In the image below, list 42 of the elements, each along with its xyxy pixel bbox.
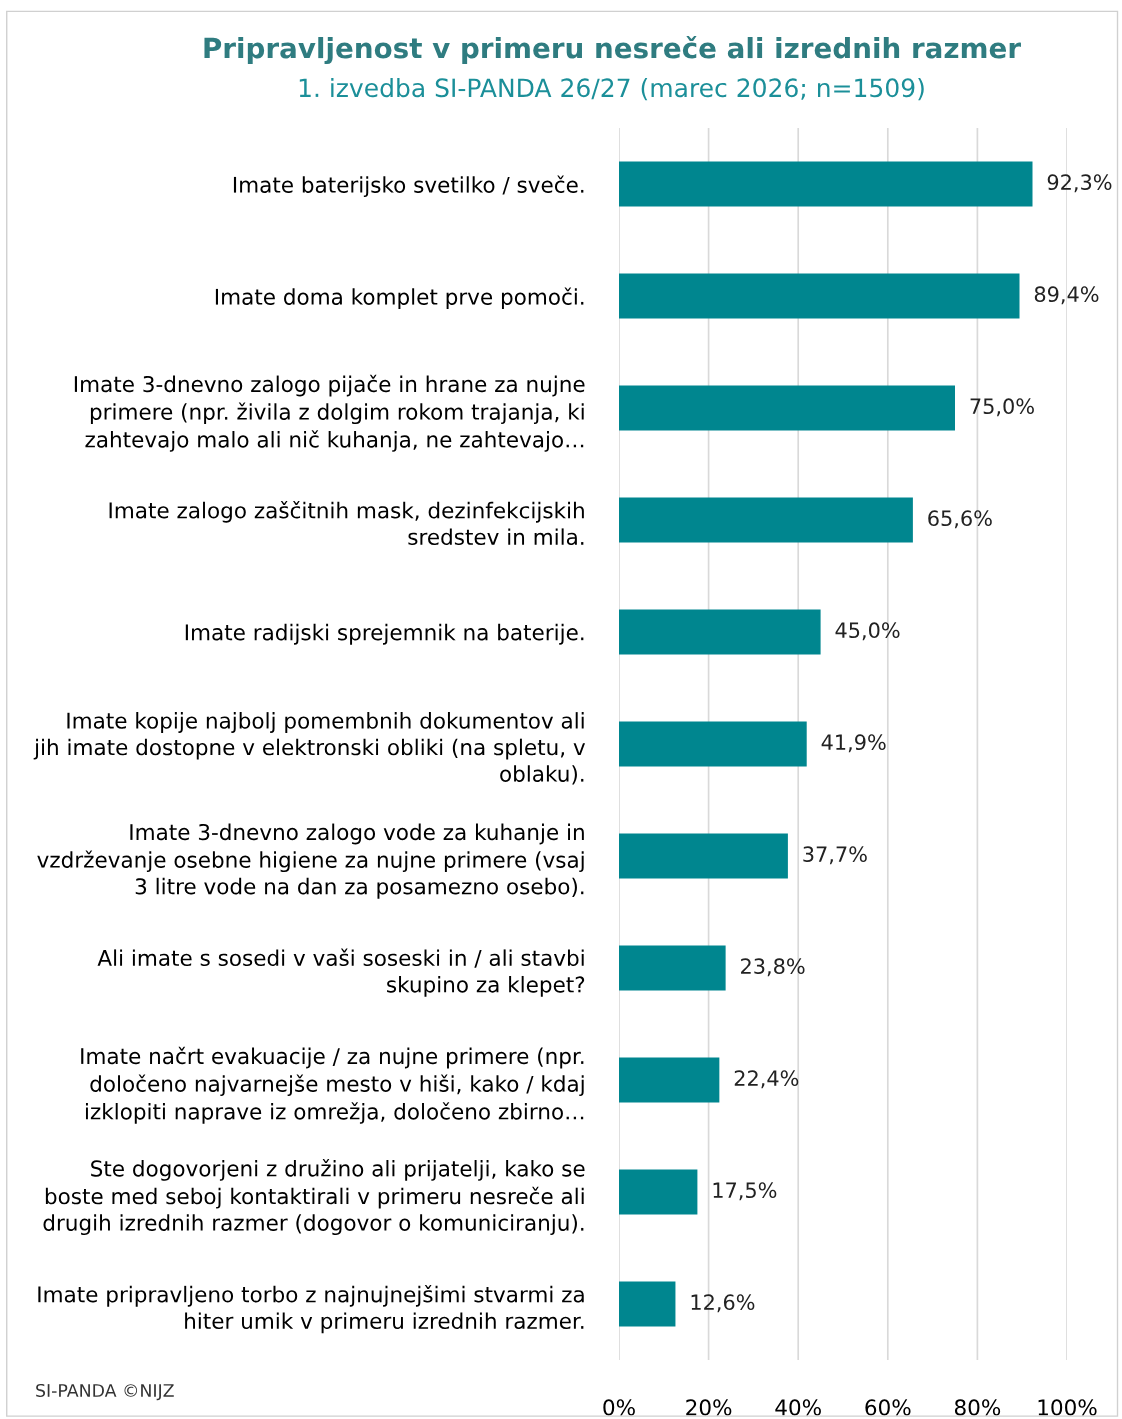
data-label: 65,6%: [928, 510, 992, 529]
bar: [619, 161, 1033, 207]
data-label: 92,3%: [1047, 174, 1112, 193]
bar: [619, 833, 788, 879]
bar: [619, 497, 913, 543]
y-tick-label: Ali imate s sosedi v vaši soseski in / ali stavbi skupino za klepet?: [97, 948, 585, 997]
y-tick-label: Imate zalogo zaščitnih mask, dezinfekcijskih sredstev in mila.: [109, 500, 584, 546]
data-label: 22,4%: [734, 1070, 799, 1089]
bar: [619, 1169, 698, 1215]
y-tick-label: Imate doma komplet prve pomoči.: [215, 287, 584, 310]
data-label: 45,0%: [835, 622, 900, 641]
data-label: 37,7%: [803, 846, 867, 865]
data-label: 89,4%: [1034, 286, 1099, 305]
y-tick-label: Imate načrt evakuacije / za nujne primere (npr. določeno najvarnejše mesto v hiši, kako / kdaj izklopiti naprave iz omrežja, določeno zbirno…: [81, 1046, 584, 1124]
text: SI-PANDA ©NIJZ: [36, 1383, 174, 1401]
y-tick-label: Imate 3-dnevno zalogo vode za kuhanje in vzdrževanje osebne higiene za nujne primere (vsaj 3 litre vode na dan za posamezno osebo).: [37, 823, 584, 899]
data-label: 41,9%: [821, 734, 886, 753]
bar: [619, 1281, 676, 1327]
data-label: 75,0%: [970, 398, 1034, 417]
data-label: 12,6%: [691, 1294, 755, 1313]
bar: [619, 385, 955, 431]
data-label: 23,8%: [741, 958, 805, 977]
bar: [619, 1057, 720, 1103]
y-tick-label: Ste dogovorjeni z družino ali prijatelji, kako se boste med seboj kontaktirali v primeru nesreče ali drugih izrednih razmer (dogovor o komuniciranju).: [43, 1159, 585, 1236]
data-label: 17,5%: [713, 1182, 777, 1201]
bar: [619, 273, 1020, 319]
bar: [619, 945, 726, 991]
chart-subtitle: 1. izvedba SI-PANDA 26/27 (marec 2026; n=1509): [299, 77, 924, 101]
x-tick-label: 80%: [954, 1399, 1001, 1416]
x-tick-label: 0%: [603, 1399, 635, 1416]
chart-title: Pripravljenost v primeru nesreče ali izrednih razmer: [204, 35, 1021, 65]
x-tick-label: 100%: [1038, 1399, 1097, 1416]
y-tick-label: Imate radijski sprejemnik na baterije.: [185, 623, 584, 645]
bar: [619, 721, 807, 767]
bar: [619, 609, 821, 655]
x-tick-label: 60%: [865, 1399, 911, 1416]
y-tick-label: Imate kopije najbolj pomembnih dokumentov ali jih imate dostopne v elektronski obliki (na spletu, v oblaku).: [33, 712, 586, 785]
y-tick-label: Imate 3-dnevno zalogo pijače in hrane za nujne primere (npr. živila z dolgim rokom trajanja, ki zahtevajo malo ali nič kuhanja, ne zahtevajo…: [74, 374, 585, 452]
y-tick-label: Imate pripravljeno torbo z najnujnejšimi stvarmi za hiter umik v primeru izrednih razmer.: [38, 1284, 584, 1334]
y-tick-label: Imate baterijsko svetilko / sveče.: [233, 175, 584, 198]
x-tick-label: 40%: [775, 1399, 821, 1416]
x-tick-label: 20%: [686, 1399, 732, 1416]
